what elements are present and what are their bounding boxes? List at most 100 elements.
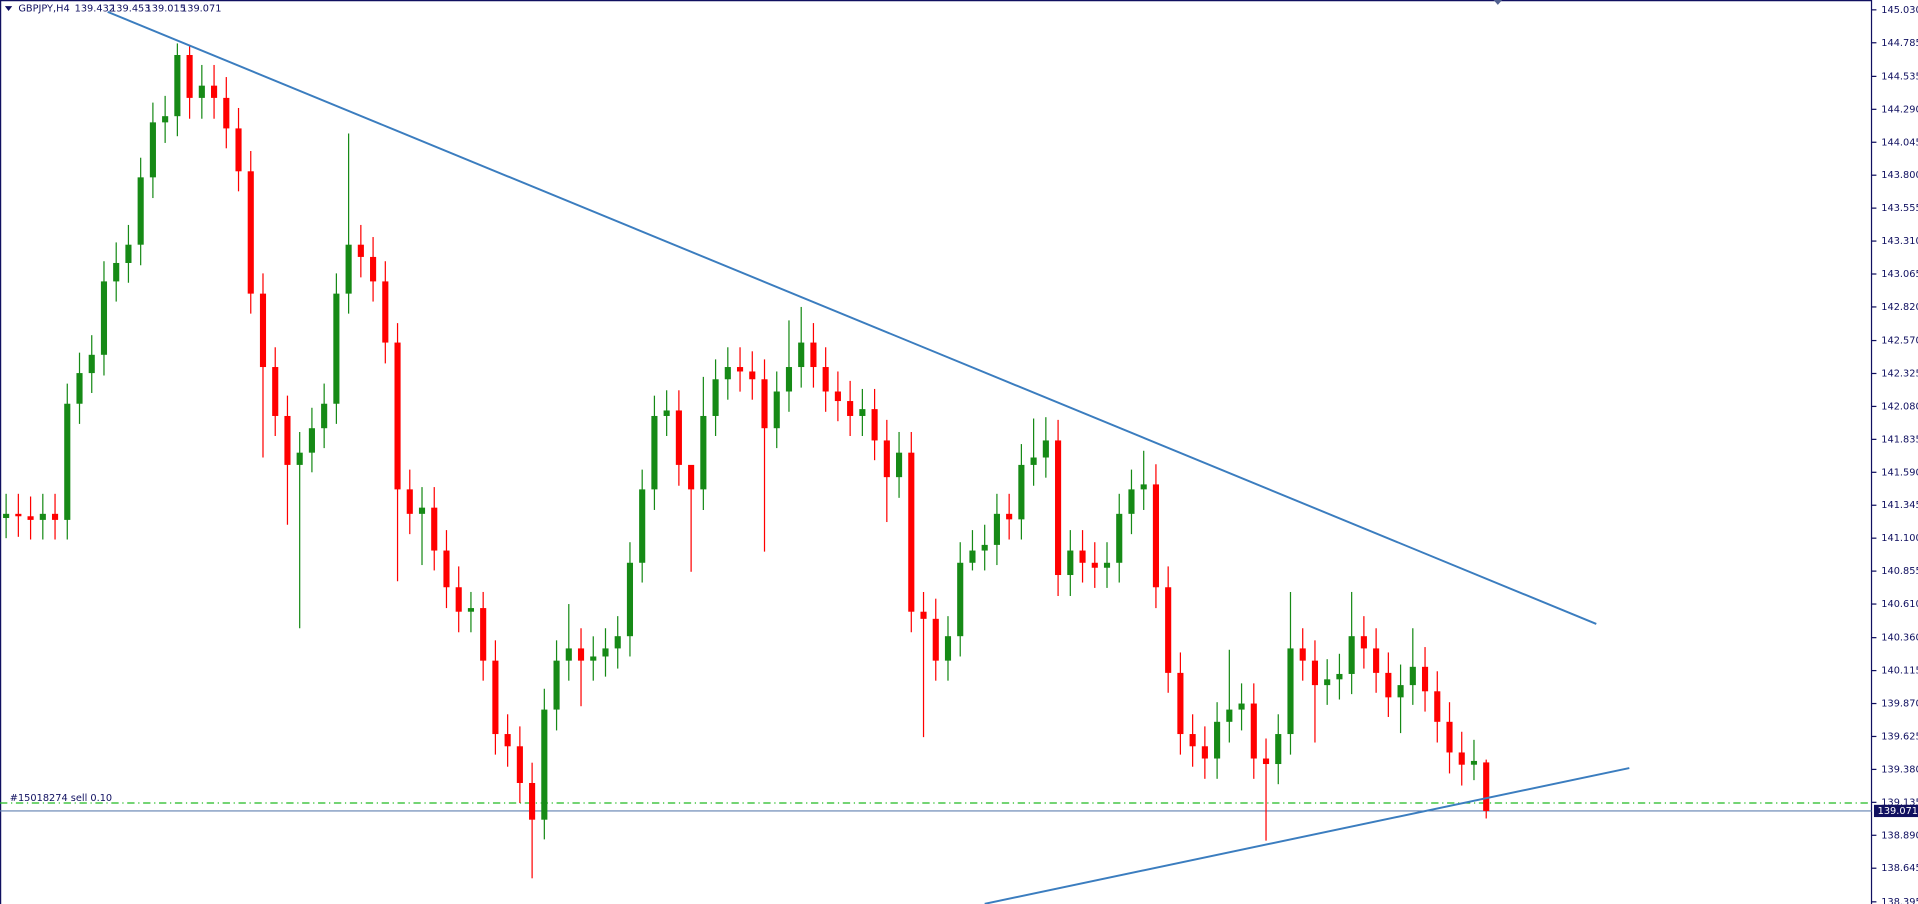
candle-body [64, 403, 71, 520]
candle-body [896, 452, 903, 478]
header-value: 139.453 [110, 4, 150, 15]
candle-body [663, 410, 670, 416]
candle-body [1030, 457, 1037, 465]
y-tick-label: 145.030 [1881, 5, 1918, 16]
candle-body [1250, 703, 1257, 759]
shift-marker[interactable] [1493, 0, 1503, 5]
candle-body [614, 636, 621, 649]
candle-body [39, 513, 46, 520]
candle-body [908, 452, 915, 612]
header-value: 139.071 [181, 4, 221, 15]
candle-body [3, 513, 10, 519]
candle-body [785, 367, 793, 392]
candle-body [284, 415, 291, 465]
candle-body [1458, 752, 1465, 765]
candle-body [1311, 660, 1319, 686]
candle-body [847, 401, 854, 416]
candle-body [1348, 636, 1355, 674]
candle-body [345, 244, 352, 294]
y-tick-label: 143.310 [1881, 236, 1918, 247]
bid-box [1873, 804, 1918, 818]
candle-body [406, 489, 413, 514]
trendline [984, 767, 1630, 904]
candle-body [186, 55, 193, 98]
order-label: #15018274 sell 0.10 [10, 793, 112, 804]
candle-body [1336, 673, 1343, 680]
candle-body [149, 122, 156, 178]
candle-body [700, 415, 707, 490]
candle-body [541, 709, 548, 820]
candle-body [492, 660, 499, 735]
candle-body [590, 656, 597, 661]
candle-body [1055, 440, 1062, 576]
y-tick-label: 138.395 [1881, 897, 1918, 904]
y-tick-label: 141.835 [1881, 434, 1918, 445]
y-tick-label: 144.785 [1881, 38, 1918, 49]
candle-body [321, 403, 328, 429]
candle-body [272, 367, 279, 416]
candle-body [981, 544, 988, 551]
y-tick-label: 141.100 [1881, 533, 1918, 544]
candle-body [480, 608, 487, 661]
y-tick-label: 141.590 [1881, 467, 1918, 478]
candle-body [357, 244, 364, 257]
y-tick-label: 144.045 [1881, 137, 1918, 148]
y-tick-label: 139.135 [1881, 797, 1918, 808]
candle-body [1177, 672, 1184, 735]
y-tick-label: 138.890 [1881, 830, 1918, 841]
candle-body [688, 464, 695, 490]
candle-body [125, 244, 132, 263]
candle-body [1128, 489, 1135, 514]
candle-body [174, 55, 181, 117]
candle-body [761, 379, 768, 429]
candle-body [1409, 666, 1416, 686]
candle-body [957, 562, 964, 637]
candle-body [736, 367, 744, 372]
candle-body [259, 293, 267, 368]
candle-body [529, 782, 536, 820]
candle-body [113, 262, 120, 282]
candle-body [932, 618, 939, 661]
candle-body [1018, 464, 1025, 520]
candle-body [394, 342, 401, 490]
candle-body [883, 440, 890, 478]
candle-body [773, 391, 780, 429]
y-tick-label: 144.290 [1881, 104, 1918, 115]
candle-body [51, 513, 59, 520]
candle-body [162, 116, 169, 123]
candle-body [504, 734, 511, 747]
candle-body [1214, 721, 1221, 759]
menu-arrow[interactable] [4, 6, 13, 12]
y-tick-label: 144.535 [1881, 71, 1918, 82]
header-value: 139.015 [146, 4, 186, 15]
candle-body [1397, 685, 1404, 698]
candle-body [1067, 550, 1074, 576]
candle-body [871, 409, 878, 441]
candle-body [88, 354, 95, 374]
candle-body [1165, 587, 1172, 673]
candle-body [1360, 636, 1367, 649]
candle-body [1238, 703, 1245, 710]
candle-body [1446, 721, 1453, 753]
candle-body [1299, 648, 1306, 661]
candle-body [1373, 648, 1380, 673]
candle-body [920, 611, 927, 619]
candle-body [296, 452, 303, 465]
candle-body [15, 513, 22, 517]
candle-body [1006, 513, 1013, 520]
candle-body [1042, 440, 1049, 458]
y-tick-label: 141.345 [1881, 500, 1918, 511]
candle-body [198, 85, 205, 98]
y-tick-label: 142.080 [1881, 401, 1918, 412]
candle-body [137, 177, 144, 245]
candle-body [969, 550, 976, 563]
candle-body [333, 293, 340, 404]
candle-body [822, 367, 829, 392]
candle-body [1434, 691, 1441, 722]
candle-body [100, 281, 108, 355]
candle-body [443, 550, 450, 588]
candle-body [1470, 760, 1478, 765]
candle-body [944, 636, 952, 661]
